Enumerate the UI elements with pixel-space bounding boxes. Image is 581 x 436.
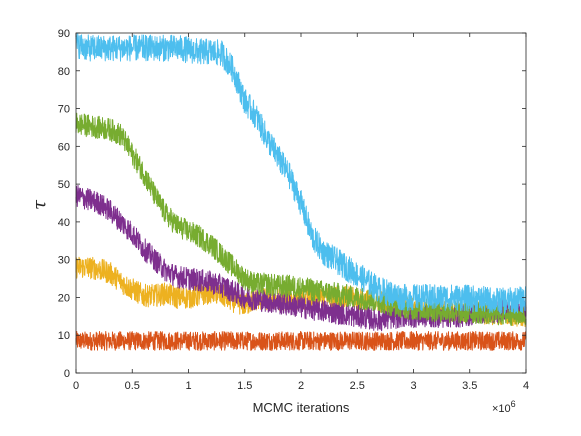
y-tick-label: 90 [58, 28, 70, 40]
series-0-line [75, 330, 527, 351]
y-tick-label: 50 [58, 179, 70, 191]
x-axis-exponent-power: 6 [511, 399, 516, 409]
x-axis-exponent: ×106 [492, 399, 516, 415]
y-tick-label: 40 [58, 217, 70, 229]
x-tick-label: 3 [410, 380, 416, 392]
x-axis-exponent-base: ×10 [492, 403, 511, 415]
x-tick-label: 1 [185, 380, 191, 392]
y-tick-label: 80 [58, 66, 70, 78]
y-tick-label: 0 [64, 368, 70, 380]
series-0 [75, 330, 527, 351]
x-tick-label: 3.5 [462, 380, 477, 392]
series-3-line [75, 112, 527, 326]
y-tick-label: 70 [58, 104, 70, 116]
series-3 [75, 112, 527, 326]
y-tick-label: 20 [58, 292, 70, 304]
y-tick-label: 30 [58, 255, 70, 267]
x-tick-label: 0 [73, 380, 79, 392]
y-tick-label: 60 [58, 141, 70, 153]
y-axis-label: τ [29, 199, 50, 210]
y-tick-label: 10 [58, 330, 70, 342]
x-tick-label: 1.5 [237, 380, 252, 392]
series-4-line [75, 32, 527, 315]
x-tick-label: 0.5 [125, 380, 140, 392]
x-tick-label: 2.5 [350, 380, 365, 392]
plot-area [75, 32, 527, 351]
x-tick-label: 4 [523, 380, 529, 392]
x-tick-label: 2 [298, 380, 304, 392]
series-4 [75, 32, 527, 315]
x-axis-label: MCMC iterations [253, 400, 350, 415]
